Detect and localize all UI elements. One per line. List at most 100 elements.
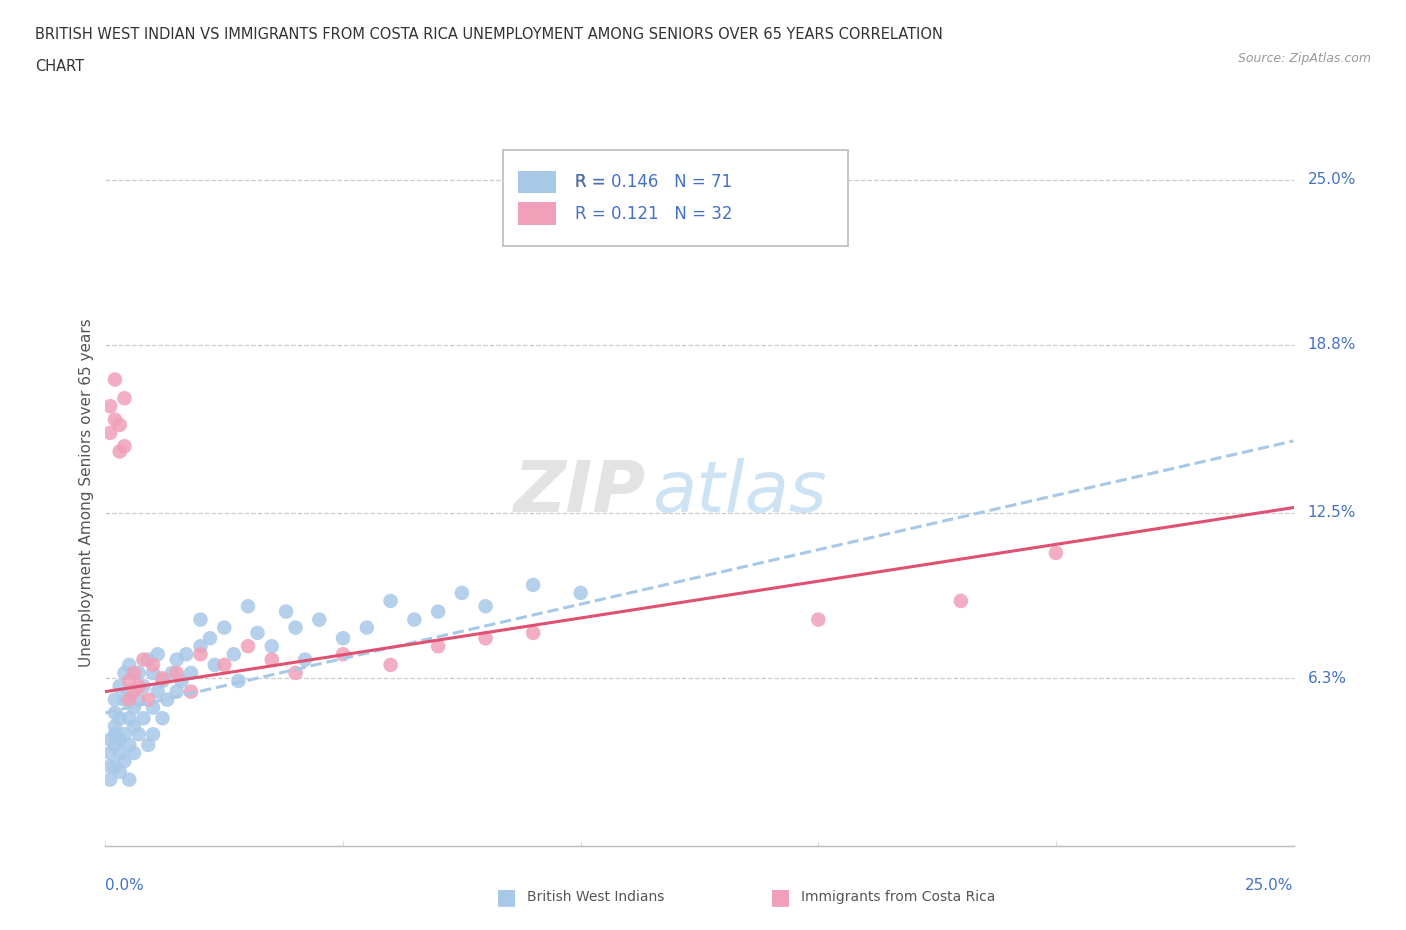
Point: [949, 593, 972, 608]
Point: [160, 666, 183, 681]
Point: [98, 425, 121, 440]
Point: [260, 652, 283, 667]
Text: 0.0%: 0.0%: [105, 878, 145, 893]
Text: 18.8%: 18.8%: [1308, 338, 1357, 352]
Point: [294, 652, 316, 667]
Point: [807, 612, 830, 627]
Text: 25.0%: 25.0%: [1246, 878, 1294, 893]
Point: [118, 772, 141, 787]
Point: [104, 412, 127, 427]
Point: [114, 391, 136, 405]
Point: [522, 626, 544, 641]
Point: [222, 647, 245, 662]
Point: [136, 652, 159, 667]
Point: [104, 706, 127, 721]
Point: [132, 679, 155, 694]
Point: [284, 620, 307, 635]
Point: [569, 586, 592, 601]
Point: [260, 639, 283, 654]
Point: [114, 666, 136, 681]
Point: [128, 666, 150, 681]
Point: [104, 737, 127, 752]
Point: [152, 671, 174, 685]
Point: [108, 746, 131, 761]
Point: [142, 666, 165, 681]
Point: [118, 737, 141, 752]
Point: [152, 673, 174, 688]
Point: [98, 399, 121, 414]
Text: R = 0.146   N = 71: R = 0.146 N = 71: [575, 173, 733, 191]
Point: [114, 727, 136, 742]
Point: [118, 673, 141, 688]
Point: [108, 764, 131, 779]
Point: [98, 759, 121, 774]
Text: 6.3%: 6.3%: [1308, 671, 1347, 685]
Point: [356, 620, 378, 635]
Point: [404, 612, 426, 627]
Point: [128, 727, 150, 742]
Point: [142, 727, 165, 742]
Point: [274, 604, 297, 619]
Point: [128, 679, 150, 694]
Point: [522, 578, 544, 592]
Point: [122, 666, 145, 681]
Point: [146, 647, 169, 662]
Point: [332, 647, 354, 662]
Point: [284, 666, 307, 681]
Text: ■: ■: [496, 887, 516, 908]
Point: [146, 684, 169, 699]
Text: Immigrants from Costa Rica: Immigrants from Costa Rica: [801, 890, 995, 905]
Point: [104, 372, 127, 387]
Point: [166, 652, 188, 667]
Point: [214, 658, 236, 672]
Point: [214, 620, 236, 635]
Point: [236, 639, 259, 654]
Point: [98, 732, 121, 747]
Point: [332, 631, 354, 645]
Text: British West Indians: British West Indians: [527, 890, 665, 905]
Point: [122, 700, 145, 715]
Text: R =: R =: [575, 173, 610, 191]
Point: [246, 626, 269, 641]
Point: [114, 753, 136, 768]
Point: [427, 639, 450, 654]
Text: R = 0.121   N = 32: R = 0.121 N = 32: [575, 205, 733, 222]
Text: CHART: CHART: [35, 60, 84, 74]
FancyBboxPatch shape: [517, 203, 555, 225]
Point: [132, 652, 155, 667]
Point: [142, 700, 165, 715]
Point: [156, 692, 179, 707]
Point: [190, 639, 212, 654]
Point: [108, 679, 131, 694]
Text: BRITISH WEST INDIAN VS IMMIGRANTS FROM COSTA RICA UNEMPLOYMENT AMONG SENIORS OVE: BRITISH WEST INDIAN VS IMMIGRANTS FROM C…: [35, 27, 943, 42]
Point: [98, 746, 121, 761]
Point: [118, 692, 141, 707]
Point: [204, 658, 226, 672]
Point: [128, 692, 150, 707]
Point: [166, 684, 188, 699]
Point: [174, 647, 197, 662]
Point: [118, 658, 141, 672]
Point: [108, 445, 131, 459]
FancyBboxPatch shape: [517, 170, 555, 193]
Point: [236, 599, 259, 614]
Point: [450, 586, 472, 601]
Point: [118, 684, 141, 699]
Point: [152, 711, 174, 725]
Point: [108, 732, 131, 747]
Text: ■: ■: [770, 887, 790, 908]
Point: [142, 658, 165, 672]
Text: ZIP: ZIP: [513, 458, 645, 527]
Point: [114, 439, 136, 454]
Point: [427, 604, 450, 619]
Point: [166, 666, 188, 681]
Point: [198, 631, 221, 645]
Text: Source: ZipAtlas.com: Source: ZipAtlas.com: [1237, 52, 1371, 65]
Point: [190, 612, 212, 627]
Point: [308, 612, 330, 627]
Point: [108, 418, 131, 432]
Point: [104, 719, 127, 734]
Point: [98, 772, 121, 787]
Point: [474, 631, 496, 645]
Point: [136, 737, 159, 752]
